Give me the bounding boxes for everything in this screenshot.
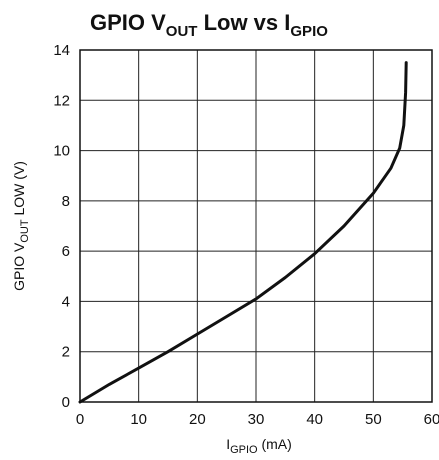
- x-tick-label: 10: [130, 411, 147, 428]
- y-axis-label: GPIO VOUT LOW (V): [11, 161, 31, 291]
- plot-frame: [79, 49, 433, 403]
- x-tick-label: 20: [189, 411, 206, 428]
- chart-title: GPIO VOUT Low vs IGPIO: [90, 10, 328, 40]
- x-tick-label: 0: [76, 411, 84, 428]
- x-tick-label: 40: [306, 411, 323, 428]
- x-tick-label: 30: [248, 411, 265, 428]
- y-tick-label: 0: [62, 394, 70, 411]
- x-axis-label: IGPIO (mA): [226, 436, 292, 456]
- grid: [79, 49, 433, 403]
- y-tick-label: 10: [53, 143, 70, 160]
- series-layer: [78, 61, 408, 404]
- y-tick-label: 4: [62, 293, 70, 310]
- y-tick-label: 12: [53, 92, 70, 109]
- y-tick-label: 6: [62, 243, 70, 260]
- y-tick-label: 8: [62, 193, 70, 210]
- series-line: [78, 61, 408, 404]
- x-tick-label: 50: [365, 411, 382, 428]
- y-tick-label: 2: [62, 344, 70, 361]
- x-tick-label: 60: [424, 411, 439, 428]
- y-tick-label: 14: [53, 42, 70, 59]
- tick-labels: 0 10 20 30 40 50 60 0 2 4 6 8 10 12 14: [53, 42, 439, 428]
